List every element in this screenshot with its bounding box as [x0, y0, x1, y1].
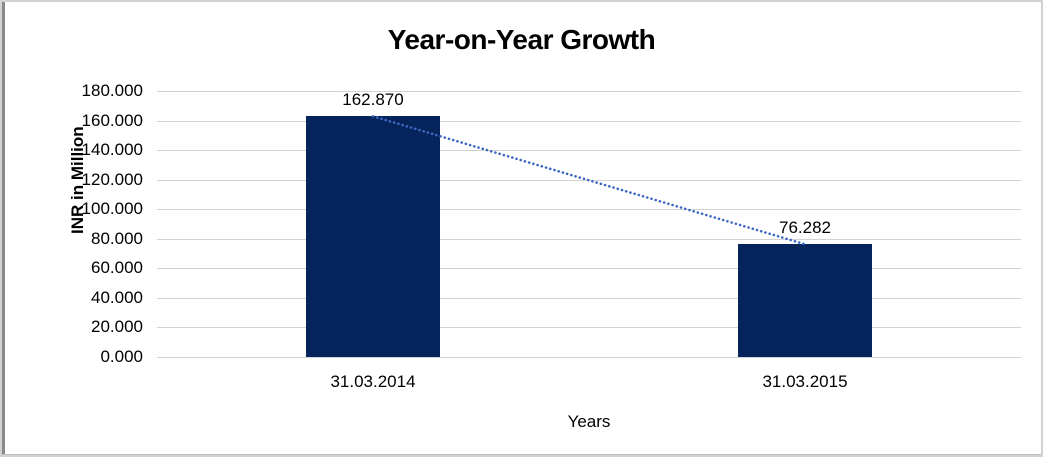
chart-title: Year-on-Year Growth	[387, 24, 656, 55]
y-tick-label: 20.000	[91, 317, 143, 337]
trendline	[371, 115, 807, 246]
y-tick-label: 0.000	[100, 347, 143, 366]
y-axis-ticks: 180.000 160.000 140.000 120.000 100.000 80.00…	[2, 82, 143, 366]
y-tick-label: 60.000	[91, 258, 143, 278]
frame-left-edge	[2, 2, 5, 455]
x-axis-category-labels: 31.03.2014 31.03.2015	[157, 372, 1021, 394]
y-tick-label: 120.000	[81, 169, 143, 189]
gridline	[157, 120, 1021, 122]
y-tick-label: 40.000	[91, 287, 143, 307]
y-tick-label: 140.000	[81, 140, 143, 160]
plot-area: 162.870 76.282	[157, 90, 1021, 358]
gridline	[157, 327, 1021, 329]
bar	[306, 116, 440, 357]
y-tick-label: 100.000	[81, 199, 143, 219]
bar-data-label: 76.282	[779, 218, 831, 238]
gridline	[157, 357, 1021, 358]
bar	[738, 244, 872, 357]
y-tick-label: 80.000	[91, 228, 143, 248]
x-category-label: 31.03.2015	[762, 372, 848, 391]
gridline	[157, 91, 1021, 92]
bar-data-label: 162.870	[342, 90, 404, 110]
gridline	[157, 238, 1021, 240]
x-axis-title: Years	[567, 412, 611, 431]
gridline	[157, 209, 1021, 211]
x-category-label: 31.03.2014	[330, 372, 416, 391]
gridline	[157, 150, 1021, 152]
y-tick-label: 180.000	[81, 81, 143, 100]
gridline	[157, 268, 1021, 270]
frame-bottom-edge	[2, 454, 1041, 455]
y-tick-label: 160.000	[81, 110, 143, 130]
gridline	[157, 297, 1021, 299]
